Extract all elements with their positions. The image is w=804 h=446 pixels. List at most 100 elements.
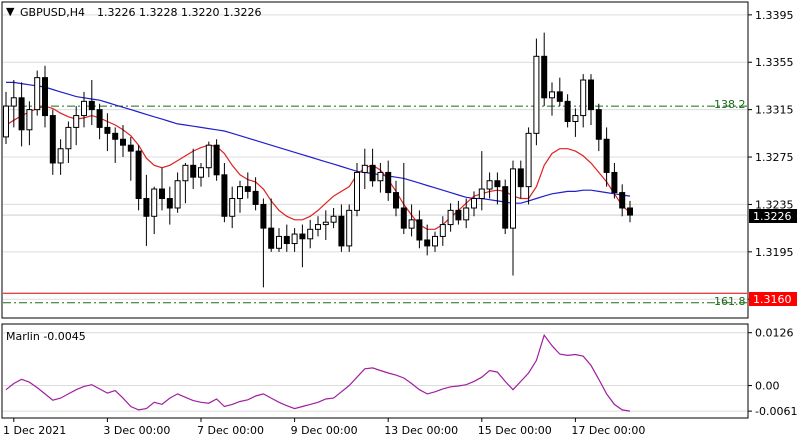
candle[interactable]	[447, 203, 454, 232]
candle[interactable]	[502, 179, 509, 235]
candle[interactable]	[213, 139, 220, 181]
candle[interactable]	[104, 113, 111, 152]
candle[interactable]	[338, 204, 345, 252]
candle-body-bull	[580, 79, 587, 117]
candle[interactable]	[627, 200, 633, 223]
candle[interactable]	[221, 162, 228, 223]
candle[interactable]	[81, 91, 87, 128]
candle-body-bear	[283, 235, 290, 245]
candle[interactable]	[377, 162, 384, 193]
candle[interactable]	[361, 148, 368, 190]
candle-body-bull	[65, 126, 72, 150]
candle[interactable]	[517, 160, 524, 199]
candle[interactable]	[112, 127, 119, 163]
candle[interactable]	[244, 172, 251, 199]
candle[interactable]	[432, 231, 438, 252]
candle[interactable]	[229, 186, 236, 229]
candle[interactable]	[174, 172, 181, 213]
candle[interactable]	[455, 200, 462, 225]
candle[interactable]	[26, 101, 33, 146]
oscillator-panel[interactable]: 0.0126 0.00 -0.0061	[1, 323, 797, 419]
candle[interactable]	[143, 174, 150, 246]
candle[interactable]	[510, 160, 516, 276]
candle[interactable]	[299, 224, 306, 268]
candle-body-bull	[307, 228, 314, 240]
candle[interactable]	[42, 65, 48, 128]
candle[interactable]	[291, 228, 298, 252]
candle[interactable]	[385, 160, 392, 201]
candle[interactable]	[330, 207, 337, 229]
candle[interactable]	[18, 82, 25, 147]
candle[interactable]	[322, 210, 329, 240]
candle[interactable]	[478, 151, 485, 211]
candle[interactable]	[237, 180, 243, 213]
candle[interactable]	[120, 125, 126, 158]
candle-body-bear	[385, 171, 392, 194]
candle-body-bear	[564, 100, 571, 122]
candle[interactable]	[494, 172, 501, 205]
candle[interactable]	[65, 121, 72, 163]
candle[interactable]	[611, 162, 618, 199]
candle[interactable]	[260, 198, 267, 288]
candle[interactable]	[416, 210, 423, 249]
price-levels	[3, 105, 747, 304]
candle[interactable]	[135, 145, 142, 211]
candle[interactable]	[346, 204, 353, 252]
candle[interactable]	[88, 80, 95, 126]
candle[interactable]	[190, 148, 197, 190]
candle[interactable]	[3, 91, 9, 145]
candle[interactable]	[127, 136, 134, 181]
candle[interactable]	[354, 162, 360, 217]
candle[interactable]	[471, 191, 477, 217]
candle[interactable]	[424, 224, 431, 256]
candle[interactable]	[486, 172, 493, 199]
candle[interactable]	[603, 127, 610, 187]
candle[interactable]	[369, 148, 376, 187]
candle-body-bear	[603, 138, 610, 173]
candle[interactable]	[439, 216, 446, 246]
candle[interactable]	[572, 108, 579, 137]
candle[interactable]	[619, 184, 626, 217]
candle[interactable]	[57, 139, 64, 175]
candle[interactable]	[10, 80, 17, 128]
ohlc-readout: 1.3226 1.3228 1.3220 1.3226	[97, 6, 261, 19]
candle[interactable]	[205, 141, 212, 178]
candle[interactable]	[595, 103, 602, 152]
candle[interactable]	[283, 224, 290, 252]
candle[interactable]	[276, 228, 282, 252]
candle[interactable]	[580, 74, 587, 128]
candle[interactable]	[182, 162, 189, 204]
candle[interactable]	[73, 106, 80, 146]
candle[interactable]	[463, 198, 470, 229]
osc-tick-label: 0.0126	[755, 327, 794, 340]
candle-body-bull	[361, 164, 368, 173]
candle[interactable]	[268, 198, 275, 252]
candle[interactable]	[315, 216, 321, 237]
candle[interactable]	[400, 162, 407, 235]
candle[interactable]	[556, 77, 563, 107]
candle[interactable]	[541, 32, 548, 107]
candle[interactable]	[198, 162, 204, 187]
candlesticks[interactable]	[3, 32, 633, 288]
candle[interactable]	[34, 70, 41, 116]
candle[interactable]	[393, 180, 399, 217]
candle[interactable]	[49, 109, 56, 175]
price-panel[interactable]: 1.3395 1.3355 1.3315 1.3275 1.3235 1.3195 1.31…	[1, 1, 794, 319]
candle[interactable]	[408, 204, 415, 237]
candle[interactable]	[564, 94, 571, 128]
candle[interactable]	[166, 186, 173, 225]
candle[interactable]	[533, 38, 540, 146]
candle[interactable]	[252, 177, 259, 211]
candle[interactable]	[525, 127, 532, 205]
candle-body-bull	[182, 164, 189, 182]
candle[interactable]	[151, 186, 158, 235]
symbol-menu-icon[interactable]: ▼	[6, 5, 15, 18]
candle[interactable]	[307, 219, 314, 249]
candle[interactable]	[159, 167, 165, 211]
candle[interactable]	[588, 74, 594, 126]
oscillator-panel-frame	[1, 323, 749, 419]
candle[interactable]	[549, 82, 555, 116]
candle[interactable]	[96, 103, 103, 140]
